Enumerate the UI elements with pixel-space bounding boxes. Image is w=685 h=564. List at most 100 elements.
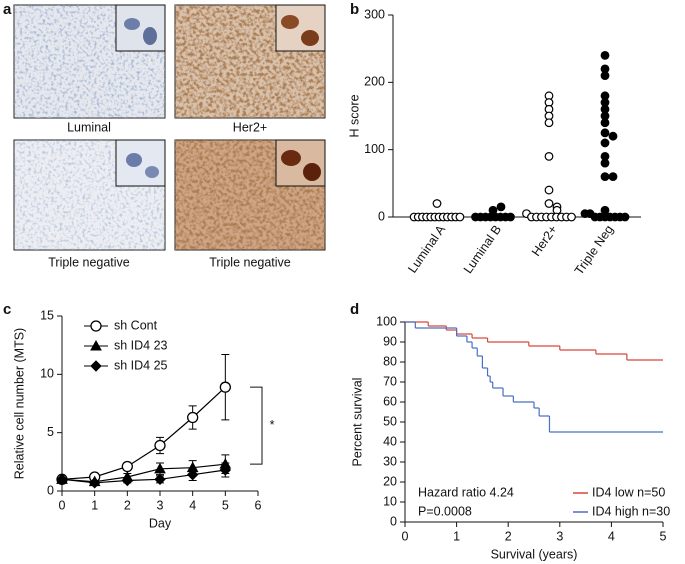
inset	[115, 4, 166, 52]
x-tick-label: 2	[124, 498, 131, 512]
x-tick-label: 2	[505, 529, 512, 543]
y-tick-label: 30	[383, 454, 397, 468]
x-axis-label: Day	[149, 516, 172, 530]
data-point	[506, 212, 515, 222]
series-line	[61, 469, 226, 484]
data-point	[455, 212, 465, 222]
y-tick-label: 5	[47, 425, 54, 439]
annotation: Hazard ratio 4.24	[418, 485, 514, 499]
inset-cell	[126, 153, 142, 167]
y-tick-label: 100	[376, 314, 397, 328]
marker	[187, 411, 199, 424]
y-tick-label: 60	[383, 394, 397, 408]
inset-cell	[143, 27, 157, 45]
inset-cell	[124, 18, 140, 30]
y-axis-label: Percent survival	[350, 378, 364, 467]
y-tick-label: 10	[383, 494, 397, 508]
data-point	[600, 138, 610, 148]
marker	[154, 462, 166, 474]
panel-label: a	[3, 1, 12, 18]
data-point	[600, 71, 610, 80]
image-caption: Her2+	[233, 120, 267, 134]
inset-cell	[281, 15, 299, 29]
significance-label: *	[270, 418, 275, 432]
data-point	[567, 212, 576, 222]
marker	[219, 464, 232, 476]
annotation: P=0.0008	[418, 504, 472, 518]
data-point	[608, 172, 618, 182]
y-tick-label: 20	[383, 474, 397, 488]
y-axis-label: H score	[347, 94, 361, 137]
legend-label: sh Cont	[114, 318, 158, 332]
legend-label: ID4 high n=30	[592, 504, 670, 518]
data-point	[496, 202, 506, 212]
x-tick-label: 1	[453, 529, 460, 543]
image-caption: Triple negative	[48, 255, 130, 269]
legend-marker	[90, 320, 102, 332]
x-tick-label: 5	[222, 498, 229, 512]
legend-marker	[90, 360, 102, 372]
y-tick-label: 90	[383, 334, 397, 348]
x-tick-label: 4	[608, 529, 615, 543]
x-axis-label: Survival (years)	[491, 547, 578, 561]
x-tick-label: 3	[556, 529, 563, 543]
x-tick-label: 5	[660, 529, 667, 543]
data-point	[600, 172, 610, 182]
legend-label: sh ID4 25	[114, 358, 168, 372]
y-tick-label: 15	[40, 308, 54, 322]
x-tick-label: 1	[91, 498, 98, 512]
marker	[154, 439, 166, 452]
inset-cell	[301, 30, 319, 46]
marker	[121, 460, 133, 473]
panel-label: c	[3, 301, 11, 318]
inset	[275, 4, 326, 52]
y-tick-label: 0	[378, 209, 385, 223]
inset-cell	[281, 150, 301, 166]
y-tick-label: 300	[364, 7, 385, 21]
y-tick-label: 0	[47, 483, 54, 497]
data-point	[544, 199, 554, 208]
legend-label: ID4 low n=50	[592, 485, 665, 499]
legend-label: sh ID4 23	[114, 338, 168, 352]
image-caption: Luminal	[67, 120, 111, 134]
inset-cell	[145, 166, 159, 178]
y-axis-label: Relative cell number (MTS)	[12, 328, 26, 479]
marker	[121, 474, 134, 487]
y-tick-label: 70	[383, 374, 397, 388]
x-tick-label: 4	[189, 498, 196, 512]
panel-label: d	[350, 301, 359, 318]
data-point	[620, 212, 630, 222]
data-point	[432, 199, 442, 208]
data-point	[608, 131, 618, 141]
marker	[56, 473, 68, 486]
y-tick-label: 40	[383, 434, 397, 448]
y-tick-label: 200	[364, 75, 385, 89]
legend-marker	[90, 339, 102, 351]
data-point	[600, 158, 610, 168]
data-point	[600, 128, 610, 138]
marker	[88, 477, 101, 489]
y-tick-label: 100	[364, 142, 385, 156]
x-tick-label: 0	[402, 529, 409, 543]
inset-cell	[303, 163, 321, 181]
x-tick-label: 6	[255, 498, 262, 512]
data-point	[544, 151, 554, 161]
data-point	[544, 118, 554, 128]
x-tick-label: 3	[157, 498, 164, 512]
y-tick-label: 80	[383, 354, 397, 368]
panel-label: b	[350, 1, 359, 18]
significance-bracket	[250, 386, 263, 465]
marker	[219, 381, 231, 393]
y-tick-label: 50	[383, 414, 397, 428]
data-point	[600, 118, 610, 128]
data-point	[544, 185, 554, 195]
images-panel: a Luminal Her2+ Triple negative Triple n…	[3, 1, 326, 269]
marker	[186, 468, 199, 481]
y-tick-label: 0	[390, 514, 397, 528]
data-point	[600, 51, 610, 60]
series-line	[61, 463, 226, 483]
image-caption: Triple negative	[209, 255, 291, 269]
marker	[154, 473, 166, 486]
y-tick-label: 10	[40, 367, 54, 381]
